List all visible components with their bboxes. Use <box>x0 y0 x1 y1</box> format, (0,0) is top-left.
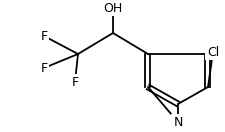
Text: OH: OH <box>103 1 122 15</box>
Text: F: F <box>40 29 47 43</box>
Text: F: F <box>71 76 78 88</box>
Text: Cl: Cl <box>206 46 218 58</box>
Text: N: N <box>173 116 182 128</box>
Text: F: F <box>40 62 47 74</box>
